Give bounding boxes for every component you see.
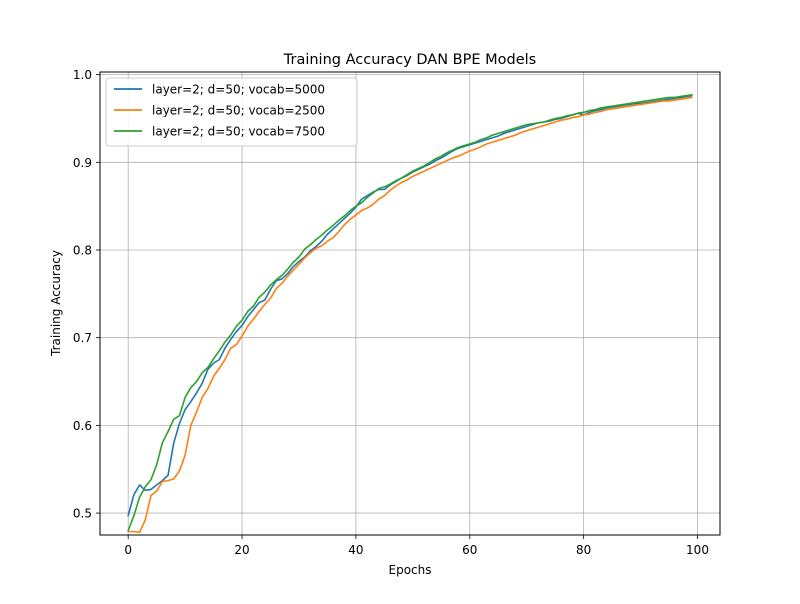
x-tick-label: 60 bbox=[462, 543, 477, 557]
chart-title: Training Accuracy DAN BPE Models bbox=[283, 52, 536, 68]
series-lines bbox=[127, 94, 693, 534]
x-tick-label: 80 bbox=[576, 543, 591, 557]
legend-label-3: layer=2; d=50; vocab=7500 bbox=[152, 125, 325, 139]
x-tick-label: 20 bbox=[234, 543, 249, 557]
y-tick-label: 0.5 bbox=[73, 507, 92, 521]
x-tick-label: 40 bbox=[348, 543, 363, 557]
legend: layer=2; d=50; vocab=5000 layer=2; d=50; … bbox=[105, 77, 358, 147]
x-tick-label: 100 bbox=[686, 543, 709, 557]
y-tick-label: 0.7 bbox=[73, 331, 92, 345]
y-tick-label: 0.9 bbox=[73, 156, 92, 170]
y-axis-ticks: 0.5 0.6 0.7 0.8 0.9 1.0 bbox=[73, 68, 100, 521]
y-tick-label: 0.6 bbox=[73, 419, 92, 433]
x-axis-ticks: 0 20 40 60 80 100 bbox=[124, 535, 709, 557]
legend-label-2: layer=2; d=50; vocab=2500 bbox=[152, 104, 325, 118]
series-line-3 bbox=[127, 94, 693, 532]
y-axis-label: Training Accuracy bbox=[49, 250, 63, 357]
legend-label-1: layer=2; d=50; vocab=5000 bbox=[152, 83, 325, 97]
series-line-2 bbox=[127, 96, 693, 534]
x-tick-label: 0 bbox=[124, 543, 132, 557]
legend-box bbox=[105, 77, 358, 147]
grid-lines bbox=[100, 72, 720, 535]
y-tick-label: 1.0 bbox=[73, 68, 92, 82]
x-axis-label: Epochs bbox=[389, 563, 432, 577]
y-tick-label: 0.8 bbox=[73, 244, 92, 258]
axes-frame bbox=[99, 71, 721, 536]
